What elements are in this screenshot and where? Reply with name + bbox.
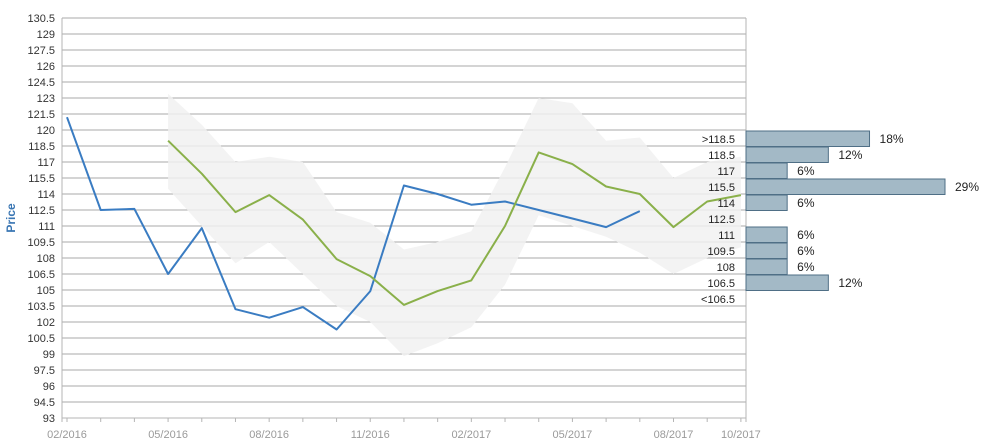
y-tick-label: 111 <box>38 221 55 233</box>
price-series-line <box>66 116 641 331</box>
distribution-bin-label: 117 <box>717 166 735 178</box>
distribution-bar <box>745 274 829 291</box>
distribution-bin-label: 106.5 <box>707 278 735 290</box>
distribution-bin-label: 112.5 <box>708 214 735 226</box>
y-tick-label: 99 <box>43 349 55 361</box>
x-tick-label: 05/2016 <box>148 429 188 441</box>
y-axis-label: Price <box>4 203 18 233</box>
y-tick-label: 97.5 <box>34 365 55 377</box>
y-tick-label: 130.5 <box>27 13 55 25</box>
y-tick-label: 108 <box>37 253 55 265</box>
distribution-bar <box>745 242 788 259</box>
distribution-bar <box>745 226 788 243</box>
y-tick-label: 106.5 <box>27 269 55 281</box>
distribution-bin-label: >118.5 <box>702 134 735 146</box>
distribution-bin-label: 108 <box>717 262 735 274</box>
y-tick-label: 103.5 <box>27 301 55 313</box>
distribution-pct-label: 6% <box>797 244 815 258</box>
y-tick-label: 127.5 <box>27 45 55 57</box>
y-tick-label: 124.5 <box>27 77 55 89</box>
distribution-bin-label: 114 <box>717 198 735 210</box>
x-tick-label: 02/2016 <box>47 429 87 441</box>
distribution-bin-label: 109.5 <box>707 246 735 258</box>
distribution-bar <box>745 130 871 147</box>
x-tick-label: 05/2017 <box>553 429 593 441</box>
y-tick-label: 118.5 <box>28 141 55 153</box>
distribution-bin-label: 115.5 <box>708 182 735 194</box>
y-tick-label: 120 <box>37 125 55 137</box>
y-tick-label: 105 <box>37 285 55 297</box>
distribution-pct-label: 29% <box>955 180 979 194</box>
distribution-bar <box>745 162 788 179</box>
x-tick-label: 10/2017 <box>721 429 761 441</box>
distribution-bar <box>745 194 788 211</box>
x-tick-label: 08/2017 <box>654 429 694 441</box>
x-tick-label: 02/2017 <box>451 429 491 441</box>
y-tick-label: 112.5 <box>28 205 55 217</box>
y-tick-label: 129 <box>37 29 55 41</box>
y-tick-label: 96 <box>43 381 55 393</box>
y-tick-label: 121.5 <box>27 109 55 121</box>
x-tick-label: 08/2016 <box>249 429 289 441</box>
y-tick-label: 109.5 <box>27 237 55 249</box>
distribution-pct-label: 18% <box>880 132 904 146</box>
y-tick-label: 100.5 <box>27 333 55 345</box>
y-tick-label: 114 <box>37 189 55 201</box>
x-tick-label: 11/2016 <box>351 429 390 441</box>
distribution-pct-label: 6% <box>797 196 815 210</box>
y-tick-label: 102 <box>37 317 55 329</box>
y-tick-label: 93 <box>43 413 55 425</box>
target-series-line <box>167 139 742 306</box>
distribution-bar <box>745 258 788 275</box>
distribution-pct-label: 12% <box>838 276 862 290</box>
distribution-pct-label: 6% <box>797 164 815 178</box>
y-tick-label: 117 <box>37 157 55 169</box>
distribution-bin-label: 118.5 <box>708 150 735 162</box>
y-tick-label: 115.5 <box>28 173 55 185</box>
y-tick-label: 94.5 <box>34 397 55 409</box>
distribution-pct-label: 12% <box>838 148 862 162</box>
distribution-bar <box>745 178 946 195</box>
distribution-bin-label: <106.5 <box>701 294 735 306</box>
forecast-range-band <box>168 93 741 357</box>
distribution-bin-label: 111 <box>718 230 735 242</box>
y-tick-label: 126 <box>37 61 55 73</box>
y-tick-label: 123 <box>37 93 55 105</box>
distribution-pct-label: 6% <box>797 260 815 274</box>
distribution-pct-label: 6% <box>797 228 815 242</box>
distribution-bar <box>745 146 829 163</box>
